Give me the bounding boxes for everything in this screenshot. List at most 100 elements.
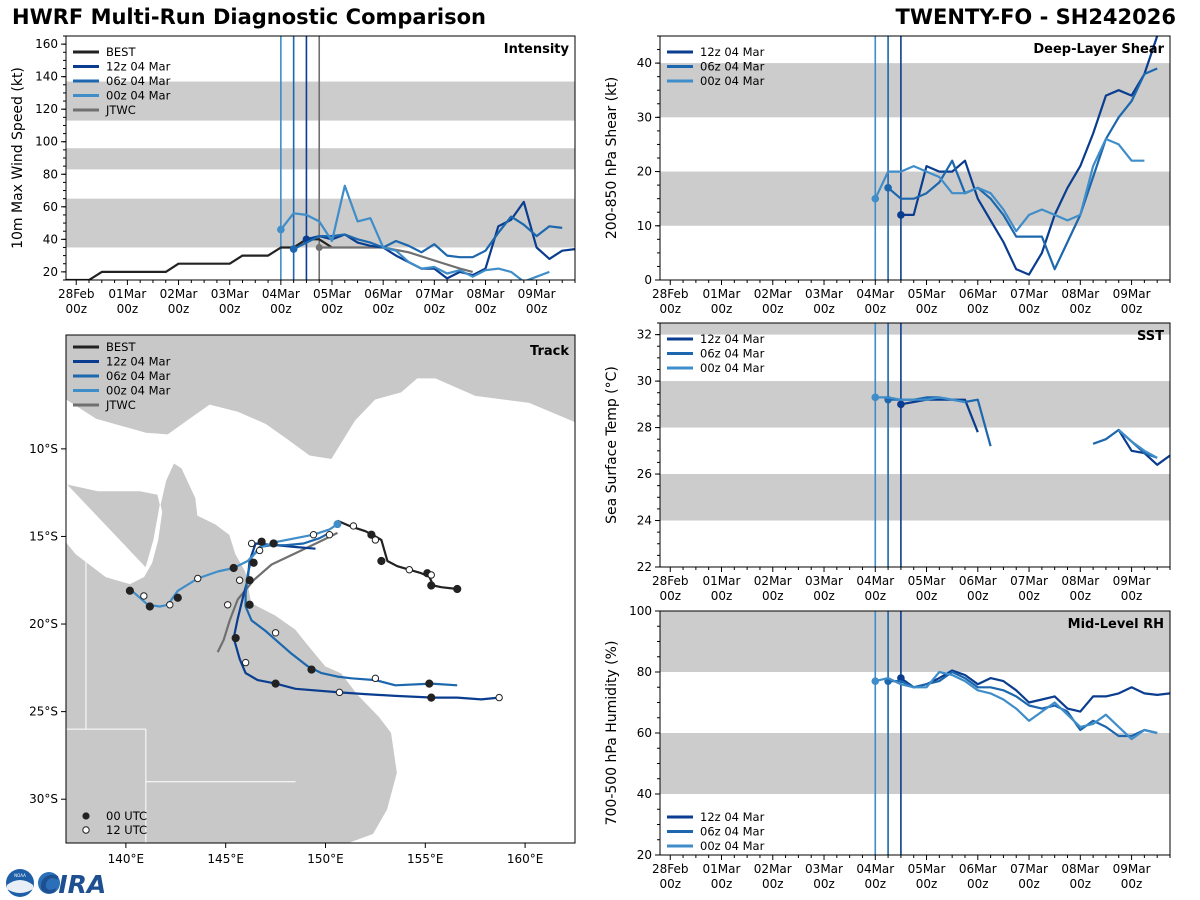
x-tick-label: 06Mar bbox=[959, 862, 997, 876]
legend-label: BEST bbox=[106, 45, 136, 59]
page-title: HWRF Multi-Run Diagnostic Comparison bbox=[12, 5, 487, 29]
track-line-run12z bbox=[232, 542, 500, 701]
x-tick-label: 28Feb bbox=[652, 862, 689, 876]
series-line-run06z bbox=[887, 67, 1158, 271]
y-tick-label: 32 bbox=[637, 328, 652, 342]
panel-frame bbox=[65, 334, 576, 844]
track-point-00utc bbox=[231, 633, 240, 643]
x-tick-label-hour: 00z bbox=[967, 589, 989, 603]
track-point-12utc bbox=[247, 539, 256, 548]
x-tick-label-hour: 00z bbox=[526, 302, 548, 316]
x-tick-label: 145°E bbox=[207, 852, 244, 866]
track-point-12utc bbox=[349, 522, 358, 530]
series-line-run06z bbox=[888, 670, 1158, 738]
x-tick-label-hour: 00z bbox=[864, 302, 886, 316]
x-tick-label-hour: 00z bbox=[711, 877, 733, 891]
series-line-run12z bbox=[1117, 429, 1170, 466]
series-start-point bbox=[277, 225, 285, 234]
track-point-12utc bbox=[371, 536, 380, 544]
legend-label: 00z 04 Mar bbox=[106, 89, 171, 103]
panel-title: Mid-Level RH bbox=[1068, 617, 1164, 632]
x-tick-label: 28Feb bbox=[58, 287, 95, 301]
series-start-point bbox=[884, 184, 892, 192]
series-line-run00z bbox=[875, 396, 966, 404]
x-tick-label: 01Mar bbox=[703, 862, 741, 876]
y-tick-label: 100 bbox=[35, 135, 58, 149]
x-tick-label: 28Feb bbox=[652, 574, 689, 588]
x-tick-label: 02Mar bbox=[754, 862, 792, 876]
series-line-run12z bbox=[306, 200, 575, 280]
x-tick-label: 07Mar bbox=[415, 287, 453, 301]
y-tick-label: 26 bbox=[637, 467, 652, 481]
legend-label: JTWC bbox=[105, 398, 136, 412]
series-line-run12z bbox=[900, 398, 979, 433]
series-start-point bbox=[871, 194, 880, 203]
x-tick-label: 05Mar bbox=[908, 287, 946, 301]
track-point-12utc bbox=[241, 658, 250, 667]
y-tick-label: 20 bbox=[637, 848, 652, 862]
x-tick-label: 09Mar bbox=[1113, 287, 1151, 301]
legend-label: 06z 04 Mar bbox=[106, 369, 171, 383]
legend-label: 00z 04 Mar bbox=[106, 384, 171, 398]
x-tick-label: 03Mar bbox=[805, 862, 843, 876]
y-tick-label: 20°S bbox=[29, 617, 58, 631]
plot-area bbox=[660, 323, 1170, 567]
series-line-run00z bbox=[874, 137, 1145, 233]
y-tick-label: 25°S bbox=[29, 705, 58, 719]
series-start-point bbox=[871, 677, 880, 685]
plot-area bbox=[660, 36, 1170, 280]
track-point-12utc bbox=[309, 530, 318, 539]
x-tick-label: 05Mar bbox=[908, 574, 946, 588]
y-tick-label: 30°S bbox=[29, 792, 58, 806]
x-tick-label-hour: 00z bbox=[1121, 589, 1143, 603]
storm-id: TWENTY-FO - SH242026 bbox=[895, 5, 1176, 29]
cira-text: CIRA bbox=[40, 870, 106, 898]
track-point-00utc bbox=[245, 600, 254, 609]
x-tick-label-hour: 00z bbox=[424, 302, 446, 316]
y-tick-label: 15°S bbox=[29, 529, 58, 543]
x-tick-label: 08Mar bbox=[1061, 862, 1099, 876]
track-point-00utc bbox=[271, 679, 280, 688]
x-tick-label: 06Mar bbox=[364, 287, 402, 301]
legend-label: 00z 04 Mar bbox=[700, 839, 765, 853]
y-tick-label: 28 bbox=[637, 421, 652, 435]
x-tick-label-hour: 00z bbox=[711, 302, 733, 316]
track-point-00utc bbox=[427, 581, 436, 590]
track-point-12utc bbox=[325, 530, 334, 539]
band-shading bbox=[660, 63, 1170, 118]
panel-title: SST bbox=[1137, 329, 1164, 344]
band-shading bbox=[660, 474, 1170, 521]
marker-legend-12utc bbox=[82, 826, 90, 834]
x-tick-label: 01Mar bbox=[703, 574, 741, 588]
y-tick-label: 40 bbox=[43, 232, 58, 246]
x-tick-label-hour: 00z bbox=[659, 302, 681, 316]
x-tick-label: 03Mar bbox=[211, 287, 249, 301]
y-tick-label: 100 bbox=[629, 604, 652, 618]
panel-frame bbox=[659, 322, 1171, 568]
legend-label: 12z 04 Mar bbox=[106, 355, 171, 369]
legend-label: 06z 04 Mar bbox=[106, 74, 171, 88]
y-tick-label: 80 bbox=[637, 665, 652, 679]
x-tick-label: 04Mar bbox=[262, 287, 300, 301]
x-tick-label: 150°E bbox=[307, 852, 344, 866]
legend-label: 06z 04 Mar bbox=[700, 825, 765, 839]
track-point-12utc bbox=[427, 571, 435, 579]
band-shading bbox=[660, 733, 1170, 794]
track-start-point bbox=[333, 520, 342, 529]
y-tick-label: 40 bbox=[637, 787, 652, 801]
x-tick-label-hour: 00z bbox=[372, 302, 394, 316]
panel-sst: 22242628303228Feb00z01Mar00z02Mar00z03Ma… bbox=[604, 322, 1171, 603]
x-tick-label: 03Mar bbox=[805, 574, 843, 588]
x-tick-label: 02Mar bbox=[160, 287, 198, 301]
x-tick-label-hour: 00z bbox=[1018, 877, 1040, 891]
y-axis-label: 700-500 hPa Humidity (%) bbox=[604, 641, 620, 826]
x-tick-label-hour: 00z bbox=[1121, 877, 1143, 891]
x-tick-label-hour: 00z bbox=[762, 877, 784, 891]
legend-label: 00z 04 Mar bbox=[700, 74, 765, 88]
legend-label: JTWC bbox=[105, 103, 136, 117]
x-tick-label: 02Mar bbox=[754, 287, 792, 301]
x-tick-label: 09Mar bbox=[1113, 574, 1151, 588]
track-point-00utc bbox=[125, 586, 134, 595]
x-tick-label-hour: 00z bbox=[864, 589, 886, 603]
legend-label: BEST bbox=[106, 340, 136, 354]
